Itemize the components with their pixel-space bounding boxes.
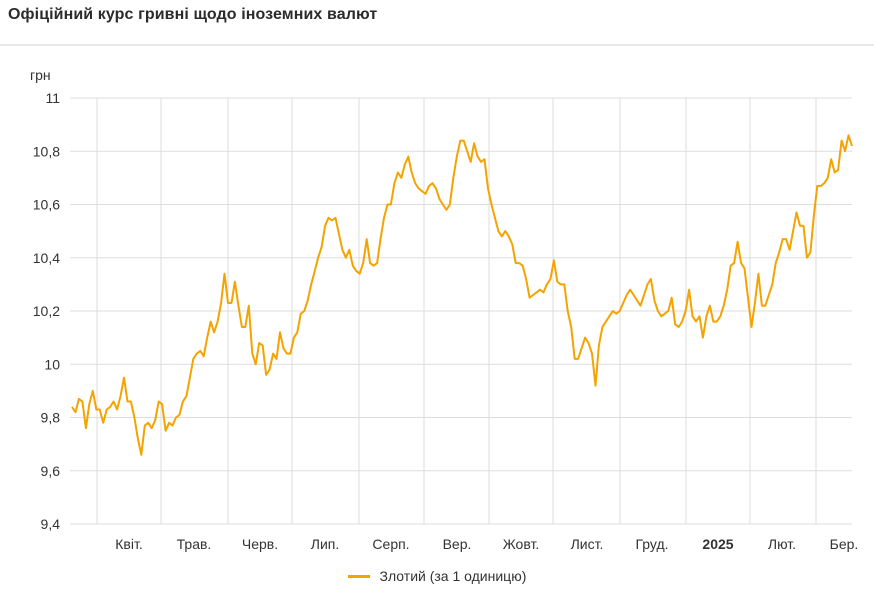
x-tick-label: Лют. xyxy=(768,536,796,552)
x-tick-label: Трав. xyxy=(177,536,212,552)
horizontal-gridlines xyxy=(70,97,852,525)
y-tick-label: 10 xyxy=(44,356,60,372)
x-tick-label: Лист. xyxy=(571,536,604,552)
x-tick-label: Серп. xyxy=(372,536,409,552)
vertical-gridlines xyxy=(96,98,817,524)
x-axis-tick-labels: Квіт. Трав. Черв. Лип. Серп. Вер. Жовт. Лист. Гр… xyxy=(115,536,858,552)
x-tick-label: 2025 xyxy=(702,536,733,552)
y-axis-tick-labels: 9,4 9,6 9,8 10 10,2 10,4 10,6 10,8 11 xyxy=(33,90,60,532)
x-tick-label: Жовт. xyxy=(503,536,539,552)
y-tick-label: 9,6 xyxy=(41,463,61,479)
y-tick-label: 10,6 xyxy=(33,197,60,213)
legend-swatch xyxy=(347,574,370,578)
y-tick-label: 9,8 xyxy=(41,410,61,426)
x-tick-label: Квіт. xyxy=(115,536,142,552)
legend-label: Злотий (за 1 одиницю) xyxy=(379,568,527,584)
legend[interactable]: Злотий (за 1 одиницю) xyxy=(0,568,874,584)
x-tick-label: Лип. xyxy=(311,536,339,552)
y-tick-label: 9,4 xyxy=(41,516,61,532)
x-tick-label: Черв. xyxy=(242,536,278,552)
title-divider xyxy=(0,44,874,46)
y-tick-label: 10,4 xyxy=(33,250,60,266)
chart-title: Офіційний курс гривні щодо іноземних вал… xyxy=(8,6,378,23)
x-tick-label: Бер. xyxy=(830,536,859,552)
x-tick-label: Груд. xyxy=(635,536,668,552)
y-axis-unit-label: грн xyxy=(30,67,51,83)
y-tick-label: 10,8 xyxy=(33,143,60,159)
y-tick-label: 11 xyxy=(45,90,60,106)
series-line-0[interactable] xyxy=(71,134,853,456)
series-group xyxy=(71,134,853,456)
x-tick-label: Вер. xyxy=(443,536,472,552)
y-tick-label: 10,2 xyxy=(33,303,60,319)
